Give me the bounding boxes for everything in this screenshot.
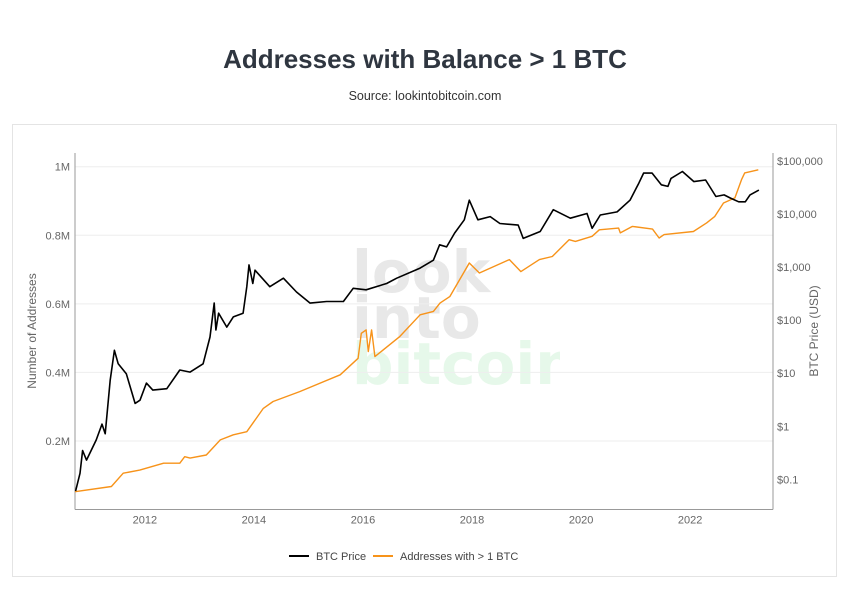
legend-label-btc-price: BTC Price: [316, 551, 366, 563]
x-tick-label: 2022: [678, 515, 702, 527]
chart-frame: [12, 124, 837, 577]
x-tick-label: 2018: [460, 515, 484, 527]
x-tick-label: 2014: [242, 515, 266, 527]
y-right-tick-label: $100: [777, 315, 801, 327]
y-right-tick-label: $1,000: [777, 262, 811, 274]
y-right-tick-label: $10,000: [777, 209, 817, 221]
x-tick-label: 2012: [133, 515, 157, 527]
legend-item-addresses[interactable]: Addresses with > 1 BTC: [373, 551, 518, 563]
chart-subtitle: Source: lookintobitcoin.com: [348, 89, 502, 103]
x-tick-label: 2020: [569, 515, 593, 527]
y-left-tick-label: 0.6M: [46, 299, 70, 311]
y-right-axis-label: BTC Price (USD): [807, 285, 821, 376]
legend-label-addresses: Addresses with > 1 BTC: [400, 551, 518, 563]
y-left-tick-label: 0.8M: [46, 230, 70, 242]
y-right-tick-label: $1: [777, 421, 789, 433]
y-right-tick-label: $10: [777, 368, 795, 380]
series-line-btc-price: [74, 170, 760, 492]
series-line-addresses: [74, 169, 759, 493]
watermark-logo: [340, 230, 560, 400]
y-left-tick-label: 0.4M: [46, 367, 70, 379]
y-left-tick-label: 1M: [55, 162, 70, 174]
legend: BTC Price Addresses with > 1 BTC: [289, 551, 518, 563]
y-left-axis-label: Number of Addresses: [25, 273, 39, 388]
legend-item-btc-price[interactable]: BTC Price: [289, 551, 366, 563]
chart-title: Addresses with Balance > 1 BTC: [223, 44, 627, 74]
x-tick-label: 2016: [351, 515, 375, 527]
y-right-tick-label: $0.1: [777, 474, 798, 486]
y-left-tick-label: 0.2M: [46, 436, 70, 448]
y-right-tick-label: $100,000: [777, 156, 823, 168]
